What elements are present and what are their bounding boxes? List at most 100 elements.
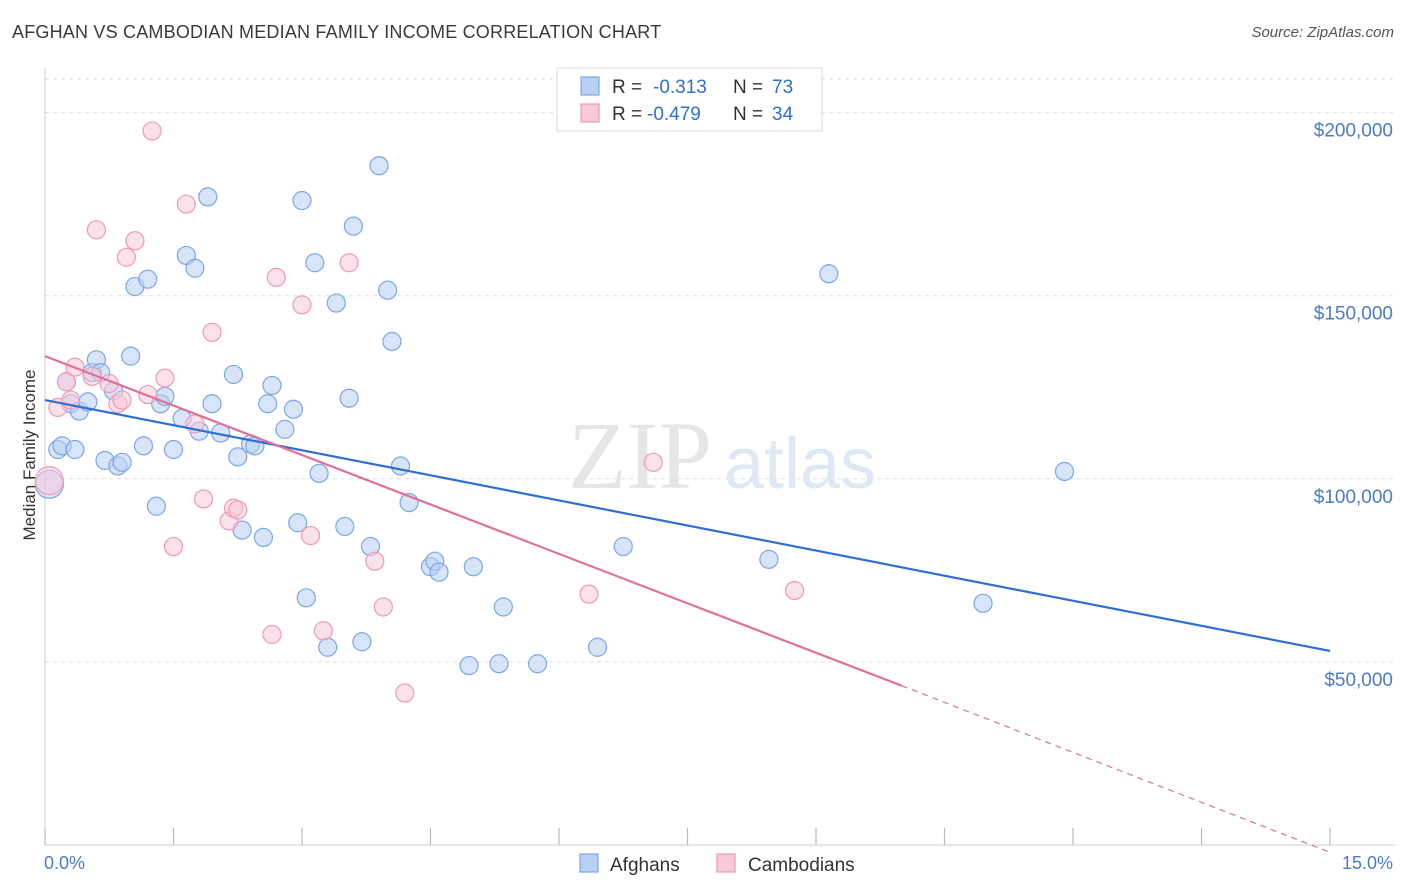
cambodian-point-18: [193, 489, 214, 509]
chart-title: AFGHAN VS CAMBODIAN MEDIAN FAMILY INCOME…: [12, 22, 662, 42]
legend-n-value-cambodian: 34: [772, 104, 794, 125]
afghan-point-63: [493, 597, 513, 617]
x-tick-label-0: 0.0%: [44, 853, 85, 873]
cambodian-point-26: [300, 525, 321, 546]
legend-r-label-cambodian: R =: [612, 104, 642, 125]
afghan-point-22: [163, 439, 184, 460]
afghan-point-38: [275, 419, 295, 439]
afghan-point-14: [112, 452, 132, 472]
afghan-point-53: [378, 280, 398, 300]
cambodian-points: [34, 121, 805, 703]
afghan-point-60: [459, 655, 479, 676]
y-tick-label-3: $200,000: [1314, 121, 1393, 142]
cambodian-point-32: [579, 584, 599, 604]
cambodian-point-15: [163, 536, 184, 557]
afghan-point-28: [202, 394, 222, 414]
cambodian-point-23: [262, 624, 282, 645]
trend-lines: [44, 355, 1331, 853]
cambodian-point-19: [202, 322, 222, 342]
afghan-point-50: [352, 632, 372, 652]
cambodian-point-34: [784, 580, 805, 601]
afghan-point-36: [258, 394, 278, 414]
afghan-point-46: [326, 293, 346, 313]
watermark-zip: ZIP: [568, 402, 712, 509]
afghan-point-62: [489, 654, 509, 674]
cambodian-point-10: [116, 247, 136, 267]
y-tick-label-0: $50,000: [1324, 670, 1393, 691]
legend-n-label-cambodian: N =: [733, 104, 763, 125]
y-tick-label-1: $100,000: [1314, 487, 1393, 508]
y-axis-label: Median Family Income: [20, 369, 39, 540]
afghan-point-18: [138, 269, 158, 289]
bottom-legend-swatch-afghan: [579, 853, 599, 873]
cambodian-point-0: [34, 466, 64, 496]
cambodian-point-28: [339, 253, 359, 273]
afghan-point-39: [283, 399, 304, 419]
legend-swatch-afghan: [580, 76, 600, 96]
cambodian-point-30: [373, 597, 393, 617]
cambodian-point-2: [56, 372, 77, 392]
afghan-point-55: [390, 456, 411, 476]
cambodian-point-27: [313, 621, 334, 641]
afghan-point-27: [198, 187, 218, 207]
watermark: ZIP atlas: [568, 402, 876, 509]
afghan-point-59: [429, 562, 449, 582]
y-tick-label-2: $150,000: [1314, 304, 1393, 325]
afghan-point-43: [305, 253, 325, 273]
afghan-point-44: [309, 463, 329, 483]
afghan-point-45: [318, 637, 338, 657]
afghan-point-42: [296, 588, 316, 608]
afghan-point-48: [339, 388, 359, 408]
afghan-point-41: [292, 190, 312, 211]
legend-n-value-afghan: 73: [772, 77, 793, 98]
cambodian-point-11: [125, 231, 145, 251]
bottom-legend-cambodian: Cambodians: [748, 855, 855, 876]
source-note: Source: ZipAtlas.com: [1251, 24, 1394, 41]
y-tick-labels: $50,000 $100,000 $150,000 $200,000: [1314, 121, 1393, 691]
afghan-point-69: [973, 593, 993, 613]
cambodian-point-25: [292, 295, 312, 315]
legend-swatch-cambodian: [580, 103, 600, 123]
cambodian-point-16: [176, 194, 196, 214]
legend-box: R = -0.313 N = 73 R = -0.479 N = 34: [556, 67, 823, 132]
afghan-point-35: [253, 527, 274, 548]
afghan-point-30: [223, 364, 244, 385]
x-tick-label-1: 15.0%: [1342, 853, 1393, 873]
trend-line-afghan: [44, 398, 1331, 652]
afghan-point-25: [185, 258, 205, 278]
cambodian-point-14: [155, 368, 175, 388]
cambodian-point-9: [112, 390, 132, 410]
afghan-point-40: [288, 513, 308, 533]
afghan-point-66: [613, 536, 633, 557]
afghan-point-54: [382, 331, 402, 352]
afghan-point-67: [759, 549, 779, 569]
afghan-point-64: [527, 654, 548, 674]
afghan-point-47: [335, 516, 355, 537]
afghan-point-31: [228, 447, 248, 467]
x-tick-labels: 0.0% 15.0%: [44, 853, 1393, 873]
afghan-point-17: [133, 436, 154, 456]
afghan-point-37: [262, 375, 282, 396]
watermark-atlas: atlas: [724, 424, 876, 504]
legend-r-value-cambodian: -0.479: [647, 104, 701, 125]
cambodian-point-22: [228, 500, 248, 520]
afghan-point-52: [369, 156, 389, 176]
afghan-point-5: [65, 439, 85, 460]
legend-r-label-afghan: R =: [612, 77, 642, 98]
cambodian-point-33: [643, 452, 663, 472]
afghan-point-65: [587, 637, 608, 657]
legend-n-label-afghan: N =: [733, 77, 763, 98]
cambodian-point-31: [395, 683, 415, 703]
afghan-point-15: [121, 346, 141, 366]
axes: [44, 68, 1395, 846]
afghan-point-70: [1054, 461, 1075, 482]
afghan-point-61: [463, 557, 483, 577]
cambodian-point-24: [266, 267, 286, 288]
trend-line-cambodian-extension: [901, 685, 1331, 853]
legend-r-value-afghan: -0.313: [653, 77, 707, 98]
afghan-point-19: [146, 496, 166, 516]
cambodian-point-6: [86, 220, 107, 240]
afghan-point-68: [819, 264, 839, 284]
bottom-legend: Afghans Cambodians: [579, 853, 855, 876]
